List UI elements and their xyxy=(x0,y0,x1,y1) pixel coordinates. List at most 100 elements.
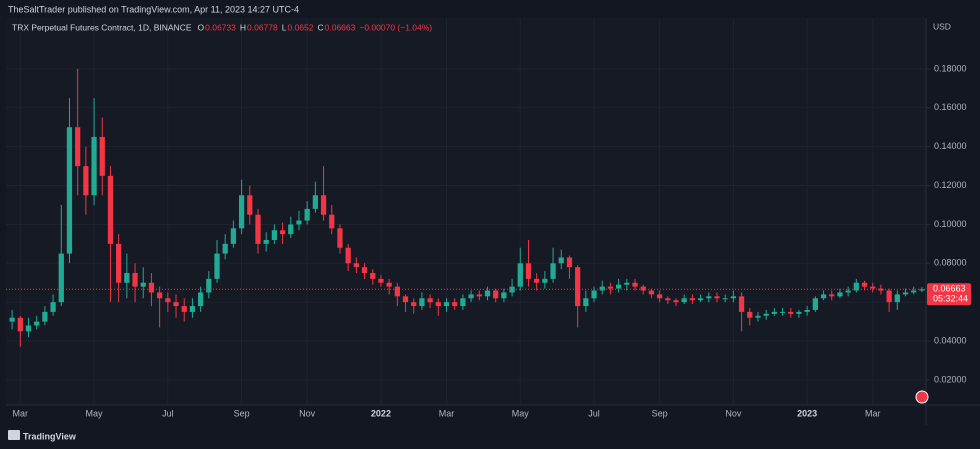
candle-body xyxy=(681,298,687,303)
candle-body xyxy=(886,290,892,303)
candle-body xyxy=(181,306,187,312)
publisher: TheSaltTrader published on TradingView.c… xyxy=(8,4,299,14)
legend-value: 0.06733 xyxy=(205,22,236,32)
candle-body xyxy=(697,298,704,301)
candle-body xyxy=(919,289,925,291)
price-badge xyxy=(927,283,971,306)
candle-body xyxy=(140,282,146,287)
candle-body xyxy=(861,282,868,287)
legend-label: O xyxy=(198,22,205,32)
x-tick-label: Mar xyxy=(439,408,455,418)
candle-body xyxy=(99,136,105,176)
legend-value: 0.06778 xyxy=(247,22,278,32)
x-tick-label: Mar xyxy=(13,408,29,418)
candle-body xyxy=(435,302,441,307)
candle-body xyxy=(230,228,237,244)
currency: USD xyxy=(933,21,951,31)
candle-body xyxy=(58,253,64,303)
candle-body xyxy=(730,296,737,299)
flag-icon xyxy=(915,390,929,404)
candle-body xyxy=(222,243,228,254)
candle-body xyxy=(304,208,310,221)
candle-body xyxy=(197,292,204,307)
legend-label: H xyxy=(240,22,246,32)
x-tick-label: May xyxy=(512,408,530,418)
candle-body xyxy=(370,273,376,279)
candle-body xyxy=(17,317,23,332)
candle-body xyxy=(812,298,818,310)
y-tick-label: 0.10000 xyxy=(934,219,967,229)
candle-body xyxy=(771,311,777,314)
candle-body xyxy=(517,263,523,287)
candle-body xyxy=(42,311,48,322)
candle-body xyxy=(779,311,786,313)
legend-label: C xyxy=(317,22,323,32)
candle-body xyxy=(468,294,474,299)
x-tick-label: Jul xyxy=(588,408,600,418)
candle-body xyxy=(550,263,556,279)
countdown: 05:32:44 xyxy=(933,294,968,304)
candle-body xyxy=(386,282,392,287)
candle-body xyxy=(493,290,499,299)
legend-label: L xyxy=(282,22,287,32)
candle-body xyxy=(542,278,548,283)
candle-body xyxy=(50,302,56,312)
candle-body xyxy=(312,195,318,209)
candle-body xyxy=(157,292,163,299)
candle-body xyxy=(755,315,761,318)
x-tick-label: May xyxy=(86,408,104,418)
x-tick-label: Jul xyxy=(162,408,174,418)
candle-body xyxy=(870,286,876,289)
x-tick-label: 2023 xyxy=(797,408,817,418)
candle-body xyxy=(91,136,97,196)
x-tick-label: Mar xyxy=(865,408,881,418)
candle-body xyxy=(173,302,179,307)
candle-body xyxy=(484,290,491,297)
candle-body xyxy=(206,278,212,293)
x-tick-label: Sep xyxy=(234,408,250,418)
candle-body xyxy=(853,282,859,291)
y-tick-label: 0.14000 xyxy=(934,141,967,151)
candle-body xyxy=(263,239,269,244)
y-tick-label: 0.16000 xyxy=(934,102,967,112)
candle-body xyxy=(665,298,671,301)
candle-body xyxy=(558,257,564,264)
candle-body xyxy=(673,300,679,303)
y-tick-label: 0.12000 xyxy=(934,180,967,190)
candle-body xyxy=(648,290,655,295)
y-tick-label: 0.02000 xyxy=(934,374,967,384)
candle-body xyxy=(894,294,900,303)
candle-body xyxy=(878,288,884,291)
legend-value: 0.06663 xyxy=(325,22,356,32)
candle-body xyxy=(34,321,40,326)
candle-body xyxy=(566,257,573,268)
candle-body xyxy=(320,195,327,215)
x-tick-label: Nov xyxy=(299,408,316,418)
candle-body xyxy=(616,284,622,289)
candle-body xyxy=(788,311,794,314)
legend-change: −0.00070 (−1.04%) xyxy=(359,22,432,32)
candle-body xyxy=(214,253,220,279)
candle-body xyxy=(419,298,425,307)
candle-body xyxy=(534,278,540,283)
candle-body xyxy=(640,286,646,291)
candle-body xyxy=(820,294,827,299)
legend-value: 0.0652 xyxy=(287,22,313,32)
brand: TradingView xyxy=(23,431,77,441)
candle-body xyxy=(107,175,114,244)
candle-body xyxy=(607,286,614,289)
candle-body xyxy=(148,282,155,293)
x-tick-label: Nov xyxy=(725,408,742,418)
candle-body xyxy=(378,278,384,283)
candle-body xyxy=(238,195,245,229)
candle-body xyxy=(75,127,81,167)
last-price-label: 0.06663 xyxy=(933,284,966,294)
candle-body xyxy=(443,302,450,307)
candle-body xyxy=(845,290,851,293)
candle-body xyxy=(656,294,663,299)
x-tick-label: Sep xyxy=(652,408,668,418)
candle-body xyxy=(255,214,261,244)
candle-body xyxy=(599,286,605,291)
